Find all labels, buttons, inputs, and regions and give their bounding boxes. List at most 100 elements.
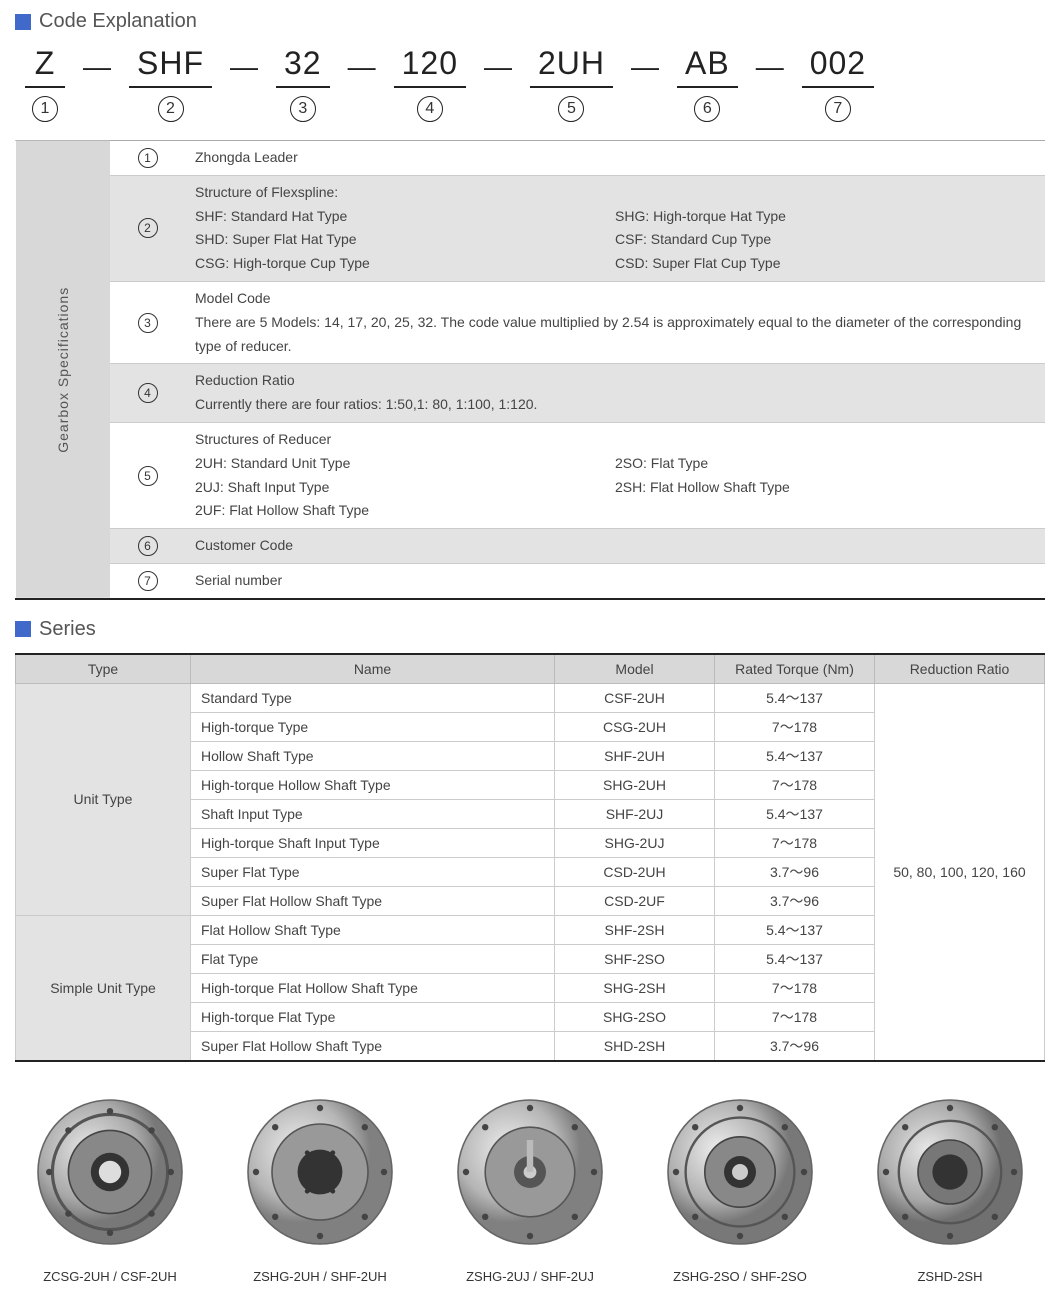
code-explanation-header: Code Explanation [15, 10, 1045, 33]
torque-cell: 5.4～137 [715, 944, 875, 973]
spec-row-7: 7 Serial number [110, 564, 1045, 598]
reducer-icon [450, 1092, 610, 1252]
col-name: Name [191, 654, 555, 684]
spec-row-5: 5 Structures of Reducer 2UH: Standard Un… [110, 423, 1045, 529]
reducer-icon [660, 1092, 820, 1252]
model-cell: CSD-2UH [555, 857, 715, 886]
spec-line: Currently there are four ratios: 1:50,1:… [195, 393, 1035, 417]
name-cell: High-torque Type [191, 712, 555, 741]
model-cell: SHF-2UJ [555, 799, 715, 828]
model-cell: SHF-2SO [555, 944, 715, 973]
series-table: Type Name Model Rated Torque (Nm) Reduct… [15, 653, 1045, 1062]
spec-line: 2UJ: Shaft Input Type [195, 476, 615, 500]
circle-number: 5 [138, 466, 158, 486]
spec-line: CSG: High-torque Cup Type [195, 252, 615, 276]
product-images-row: ZCSG-2UH / CSF-2UH ZSHG-2UH / SHF-2UH ZS… [15, 1092, 1045, 1284]
spec-line: There are 5 Models: 14, 17, 20, 25, 32. … [195, 311, 1035, 359]
spec-row-3: 3 Model Code There are 5 Models: 14, 17,… [110, 282, 1045, 364]
model-cell: SHD-2SH [555, 1031, 715, 1061]
spec-row-6: 6 Customer Code [110, 529, 1045, 564]
product-label: ZCSG-2UH / CSF-2UH [15, 1269, 205, 1284]
spec-heading: Structures of Reducer [195, 428, 1035, 452]
code-value: Z [25, 45, 65, 88]
torque-cell: 3.7～96 [715, 1031, 875, 1061]
code-seg-1: Z 1 [25, 45, 65, 122]
torque-cell: 5.4～137 [715, 683, 875, 712]
spec-content: Zhongda Leader [185, 141, 1045, 175]
spec-content: Structure of Flexspline: SHF: Standard H… [185, 176, 1045, 281]
spec-num-cell: 3 [110, 282, 185, 363]
code-segments-row: Z 1 — SHF 2 — 32 3 — 120 4 — 2UH 5 — AB … [25, 45, 1045, 122]
spec-line: SHG: High-torque Hat Type [615, 205, 1035, 229]
spec-num-cell: 1 [110, 141, 185, 175]
spec-line: 2SH: Flat Hollow Shaft Type [615, 476, 1035, 500]
product-4: ZSHG-2SO / SHF-2SO [645, 1092, 835, 1284]
code-value: 32 [276, 45, 330, 88]
spec-num-cell: 6 [110, 529, 185, 563]
dash-icon: — [756, 45, 784, 83]
circle-number: 7 [138, 571, 158, 591]
name-cell: High-torque Hollow Shaft Type [191, 770, 555, 799]
reducer-icon [240, 1092, 400, 1252]
product-label: ZSHG-2SO / SHF-2SO [645, 1269, 835, 1284]
spec-content: Reduction Ratio Currently there are four… [185, 364, 1045, 422]
spec-content: Model Code There are 5 Models: 14, 17, 2… [185, 282, 1045, 363]
spec-line: CSF: Standard Cup Type [615, 228, 1035, 252]
product-label: ZSHG-2UH / SHF-2UH [225, 1269, 415, 1284]
torque-cell: 7～178 [715, 973, 875, 1002]
name-cell: Super Flat Hollow Shaft Type [191, 886, 555, 915]
spec-content: Structures of Reducer 2UH: Standard Unit… [185, 423, 1045, 528]
name-cell: Flat Hollow Shaft Type [191, 915, 555, 944]
circle-number: 2 [138, 218, 158, 238]
gearbox-spec-sidebar: Gearbox Specifications [15, 141, 110, 598]
code-value: AB [677, 45, 738, 88]
type-cell-unit: Unit Type [16, 683, 191, 915]
model-cell: SHG-2UJ [555, 828, 715, 857]
name-cell: Super Flat Hollow Shaft Type [191, 1031, 555, 1061]
product-3: ZSHG-2UJ / SHF-2UJ [435, 1092, 625, 1284]
name-cell: High-torque Flat Hollow Shaft Type [191, 973, 555, 1002]
code-value: 2UH [530, 45, 613, 88]
reducer-icon [870, 1092, 1030, 1252]
circle-number: 6 [138, 536, 158, 556]
spec-num-cell: 4 [110, 364, 185, 422]
dash-icon: — [83, 45, 111, 83]
spec-row-2: 2 Structure of Flexspline: SHF: Standard… [110, 176, 1045, 282]
model-cell: SHF-2UH [555, 741, 715, 770]
model-cell: SHG-2SO [555, 1002, 715, 1031]
code-seg-6: AB 6 [677, 45, 738, 122]
code-value: 002 [802, 45, 874, 88]
code-circle-number: 6 [694, 96, 720, 122]
code-value: 120 [394, 45, 466, 88]
model-cell: SHG-2SH [555, 973, 715, 1002]
name-cell: Shaft Input Type [191, 799, 555, 828]
code-circle-number: 7 [825, 96, 851, 122]
code-circle-number: 4 [417, 96, 443, 122]
spec-num-cell: 5 [110, 423, 185, 528]
col-model: Model [555, 654, 715, 684]
table-row: Unit Type Standard Type CSF-2UH 5.4～137 … [16, 683, 1045, 712]
spec-heading: Structure of Flexspline: [195, 181, 1035, 205]
reducer-icon [30, 1092, 190, 1252]
name-cell: Super Flat Type [191, 857, 555, 886]
code-value: SHF [129, 45, 212, 88]
spec-row-4: 4 Reduction Ratio Currently there are fo… [110, 364, 1045, 423]
type-cell-simple: Simple Unit Type [16, 915, 191, 1061]
circle-number: 3 [138, 313, 158, 333]
torque-cell: 7～178 [715, 712, 875, 741]
accent-square-icon [15, 14, 31, 30]
spec-num-cell: 7 [110, 564, 185, 598]
dash-icon: — [348, 45, 376, 83]
dash-icon: — [631, 45, 659, 83]
series-title: Series [39, 618, 96, 641]
code-circle-number: 1 [32, 96, 58, 122]
product-label: ZSHD-2SH [855, 1269, 1045, 1284]
model-cell: CSG-2UH [555, 712, 715, 741]
spec-line: 2SO: Flat Type [615, 452, 1035, 476]
torque-cell: 7～178 [715, 828, 875, 857]
circle-number: 1 [138, 148, 158, 168]
dash-icon: — [230, 45, 258, 83]
series-header: Series [15, 618, 1045, 641]
spec-content: Serial number [185, 564, 1045, 598]
model-cell: CSD-2UF [555, 886, 715, 915]
